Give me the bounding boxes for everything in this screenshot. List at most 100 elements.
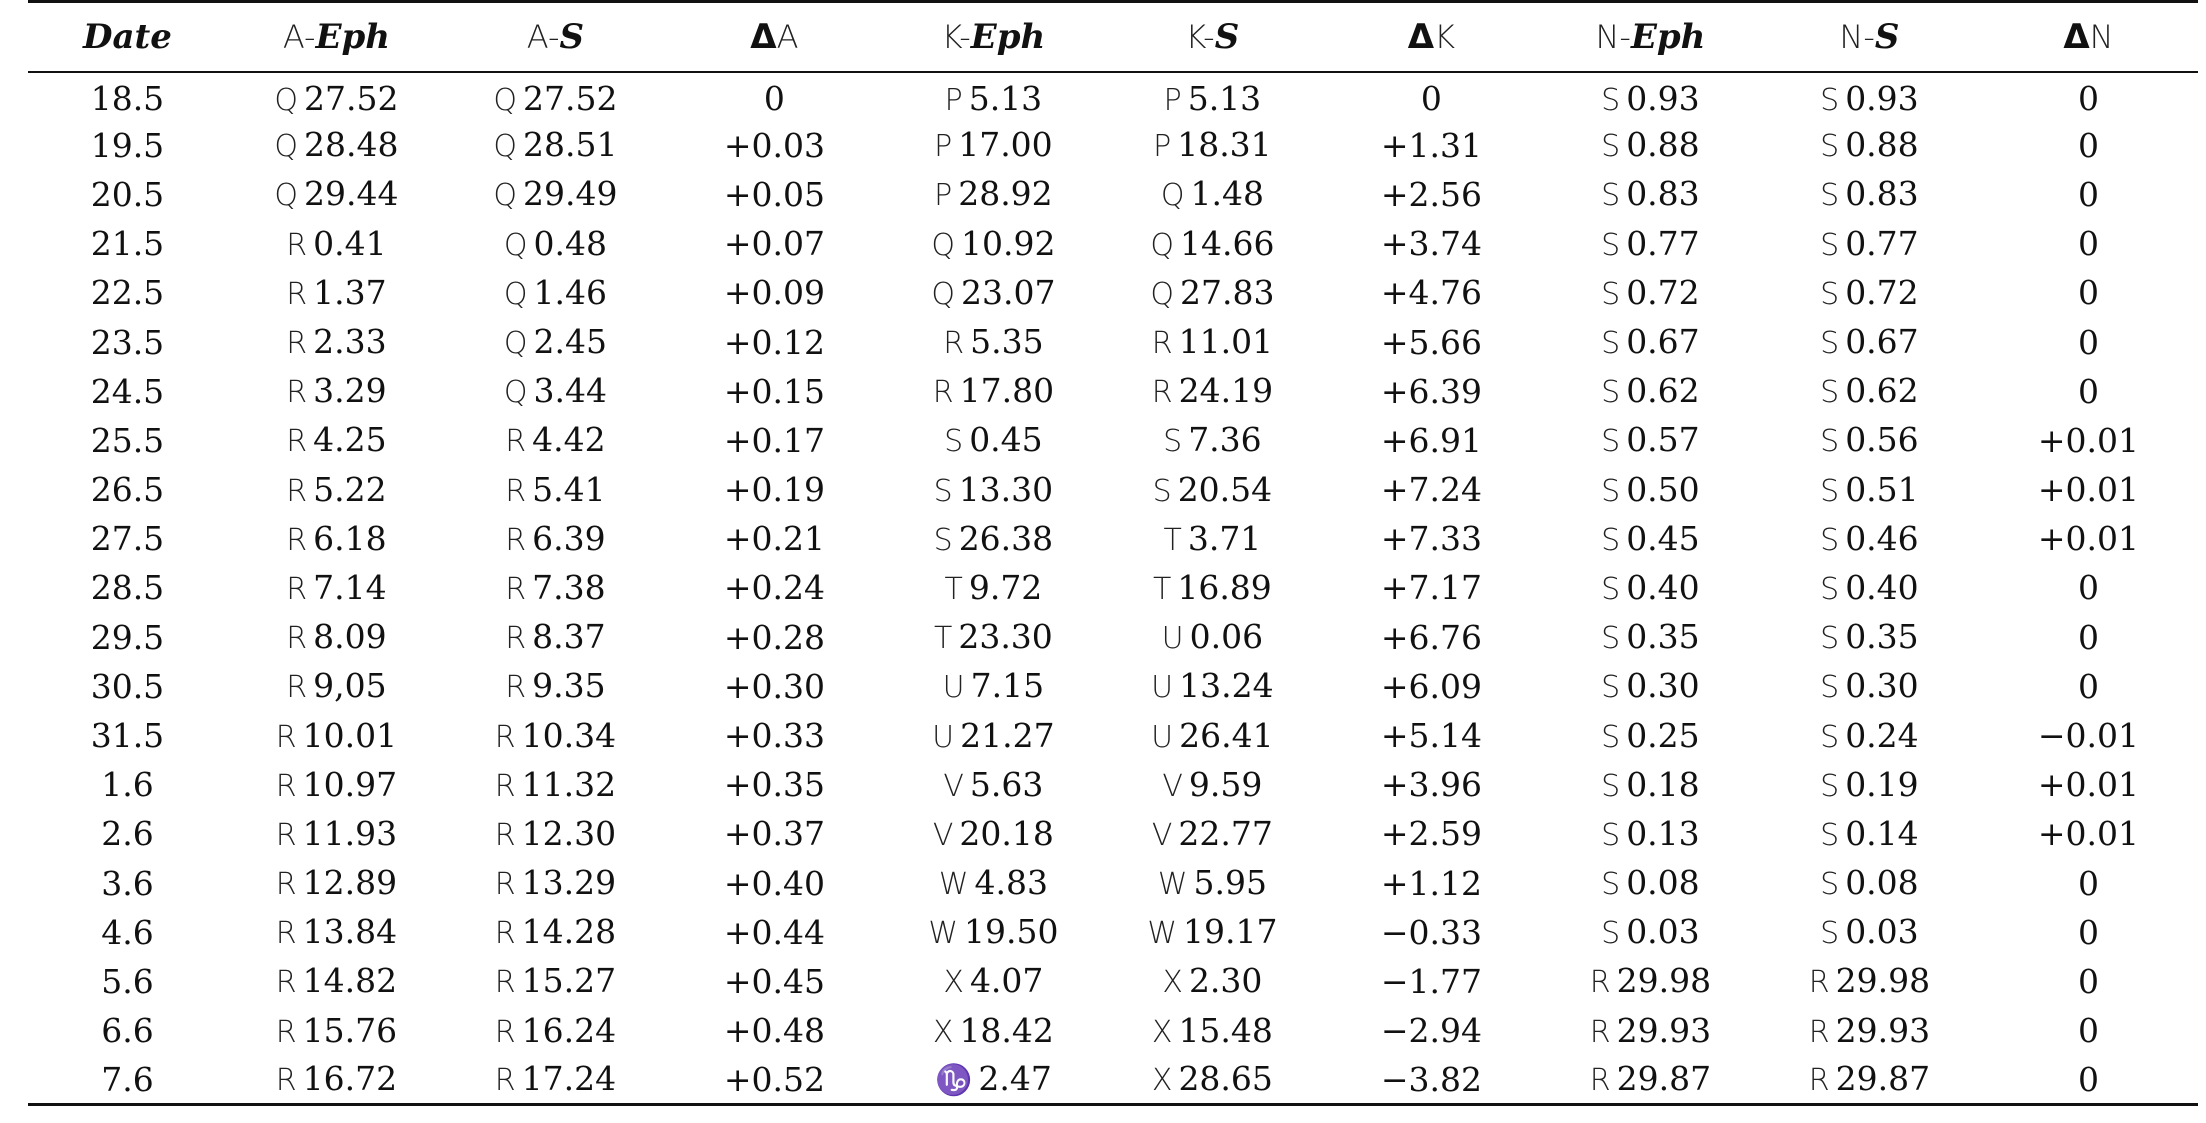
degree-value: 15.27	[521, 961, 617, 1001]
degree-value: 0.67	[1626, 322, 1700, 362]
zodiac-sign-icon: R	[943, 326, 965, 362]
delta-symbol: Δ	[1407, 16, 1435, 57]
degree-value: 0.45	[969, 420, 1043, 460]
zodiac-sign-icon: R	[286, 227, 308, 263]
table-row: 20.5 Q 29.44 Q 29.49 +0.05 P 28.92 Q 1.48 +2.56 S 0.…	[28, 170, 2198, 219]
date-cell: 19.5	[90, 125, 165, 165]
degree-value: 2.47	[978, 1059, 1052, 1099]
header-n-eph: N-Eph	[1540, 0, 1760, 72]
degree-value: 5.63	[969, 764, 1044, 804]
value-cell: Q 27.52	[227, 72, 446, 121]
date-cell: 21.5	[90, 224, 165, 264]
value-cell: R 17.80	[884, 367, 1103, 416]
degree-value: 23.30	[958, 617, 1053, 657]
date-cell: 26.5	[90, 470, 165, 510]
zodiac-sign-icon: P	[1163, 82, 1182, 118]
degree-value: 13.24	[1179, 666, 1274, 706]
header-source-label: S	[1874, 16, 1900, 57]
table-row: 26.5 R 5.22 R 5.41 +0.19 S 13.30 S 20.54 +7.24 S 0.5…	[28, 465, 2198, 514]
degree-value: 0.35	[1845, 617, 1919, 657]
table-row: 22.5 R 1.37 Q 1.46 +0.09 Q 23.07 Q 27.83 +4.76 S 0.7…	[28, 268, 2198, 317]
date-cell: 27.5	[90, 519, 165, 559]
value-cell: Q 27.83	[1103, 268, 1322, 317]
date-cell: 24.5	[90, 371, 165, 411]
zodiac-sign-icon: Q	[503, 326, 528, 362]
value-cell: +0.33	[723, 716, 825, 756]
value-cell: S 0.77	[1760, 219, 1979, 268]
value-cell: S 0.03	[1760, 908, 1979, 957]
zodiac-sign-icon: X	[1151, 1063, 1173, 1099]
zodiac-sign-icon: U	[942, 670, 965, 706]
zodiac-sign-icon: Q	[503, 375, 528, 411]
value-cell: S 0.46	[1760, 514, 1979, 563]
value-cell: +0.15	[723, 371, 825, 411]
zodiac-sign-icon: Q	[493, 178, 517, 214]
date-cell: 29.5	[90, 617, 165, 657]
value-cell: Q 0.48	[446, 219, 665, 268]
degree-value: 0.03	[1626, 912, 1700, 952]
degree-value: 28.65	[1178, 1059, 1273, 1099]
degree-value: 26.38	[958, 518, 1054, 558]
degree-value: 4.07	[969, 961, 1044, 1001]
value-cell: +5.14	[1380, 716, 1482, 756]
value-cell: S 0.40	[1760, 563, 1979, 612]
degree-value: 29.98	[1616, 961, 1712, 1001]
value-cell: Q 1.48	[1103, 170, 1322, 219]
value-cell: S 0.56	[1760, 416, 1979, 465]
value-cell: V 20.18	[884, 809, 1103, 858]
value-cell: 0	[2077, 1011, 2099, 1051]
table-row: 1.6 R 10.97 R 11.32 +0.35 V 5.63 V 9.59 +3.96 S 0.18…	[28, 760, 2198, 809]
zodiac-sign-icon: R	[494, 965, 516, 1001]
zodiac-sign-icon: U	[1161, 621, 1184, 657]
zodiac-sign-icon: S	[1820, 473, 1840, 509]
value-cell: R 12.89	[227, 859, 446, 908]
value-cell: R 17.24	[446, 1055, 665, 1104]
zodiac-sign-icon: R	[1589, 1014, 1611, 1050]
zodiac-sign-icon: U	[932, 719, 955, 755]
zodiac-sign-icon: R	[494, 719, 516, 755]
value-cell: +0.03	[723, 125, 825, 165]
degree-value: 16.24	[521, 1010, 617, 1050]
value-cell: S 0.25	[1541, 711, 1760, 760]
degree-value: 17.80	[959, 371, 1055, 411]
zodiac-sign-icon: V	[932, 817, 954, 853]
zodiac-sign-icon: W	[1157, 867, 1188, 903]
zodiac-sign-icon: Q	[503, 227, 528, 263]
value-cell: −3.82	[1380, 1059, 1482, 1099]
date-cell: 6.6	[101, 1011, 154, 1051]
header-k-eph: K-Eph	[883, 0, 1103, 72]
value-cell: P 5.13	[884, 72, 1103, 121]
degree-value: 16.72	[302, 1059, 398, 1099]
zodiac-sign-icon: R	[286, 424, 308, 460]
zodiac-sign-icon: R	[275, 965, 297, 1001]
value-cell: R 16.24	[446, 1006, 665, 1055]
zodiac-sign-icon: S	[1601, 473, 1621, 509]
zodiac-sign-icon: T	[934, 621, 953, 657]
value-cell: +7.17	[1380, 568, 1482, 608]
zodiac-sign-icon: R	[1808, 965, 1830, 1001]
header-delta-n: ΔN	[1978, 0, 2198, 72]
degree-value: 5.35	[970, 322, 1044, 362]
value-cell: R 11.93	[227, 809, 446, 858]
degree-value: 27.52	[303, 78, 399, 118]
zodiac-sign-icon: R	[286, 670, 308, 706]
header-delta-a: ΔA	[664, 0, 884, 72]
degree-value: 8.37	[532, 617, 606, 657]
zodiac-sign-icon: R	[275, 768, 297, 804]
zodiac-sign-icon: R	[286, 522, 308, 558]
date-cell: 7.6	[101, 1059, 154, 1099]
value-cell: 0	[2077, 912, 2099, 952]
degree-value: 1.48	[1190, 174, 1264, 214]
zodiac-sign-icon: R	[494, 1014, 516, 1050]
date-cell: 30.5	[90, 666, 165, 706]
table-row: 29.5 R 8.09 R 8.37 +0.28 T 23.30 U 0.06 +6.76 S 0.35…	[28, 613, 2198, 662]
degree-value: 0.40	[1845, 567, 1919, 607]
value-cell: U 13.24	[1103, 662, 1322, 711]
degree-value: 0.35	[1626, 617, 1700, 657]
zodiac-sign-icon: S	[1820, 571, 1840, 607]
value-cell: R 14.82	[227, 957, 446, 1006]
zodiac-sign-icon: V	[943, 768, 964, 804]
value-cell: P 18.31	[1103, 121, 1322, 170]
degree-value: 7.36	[1188, 420, 1262, 460]
date-cell: 4.6	[101, 912, 154, 952]
